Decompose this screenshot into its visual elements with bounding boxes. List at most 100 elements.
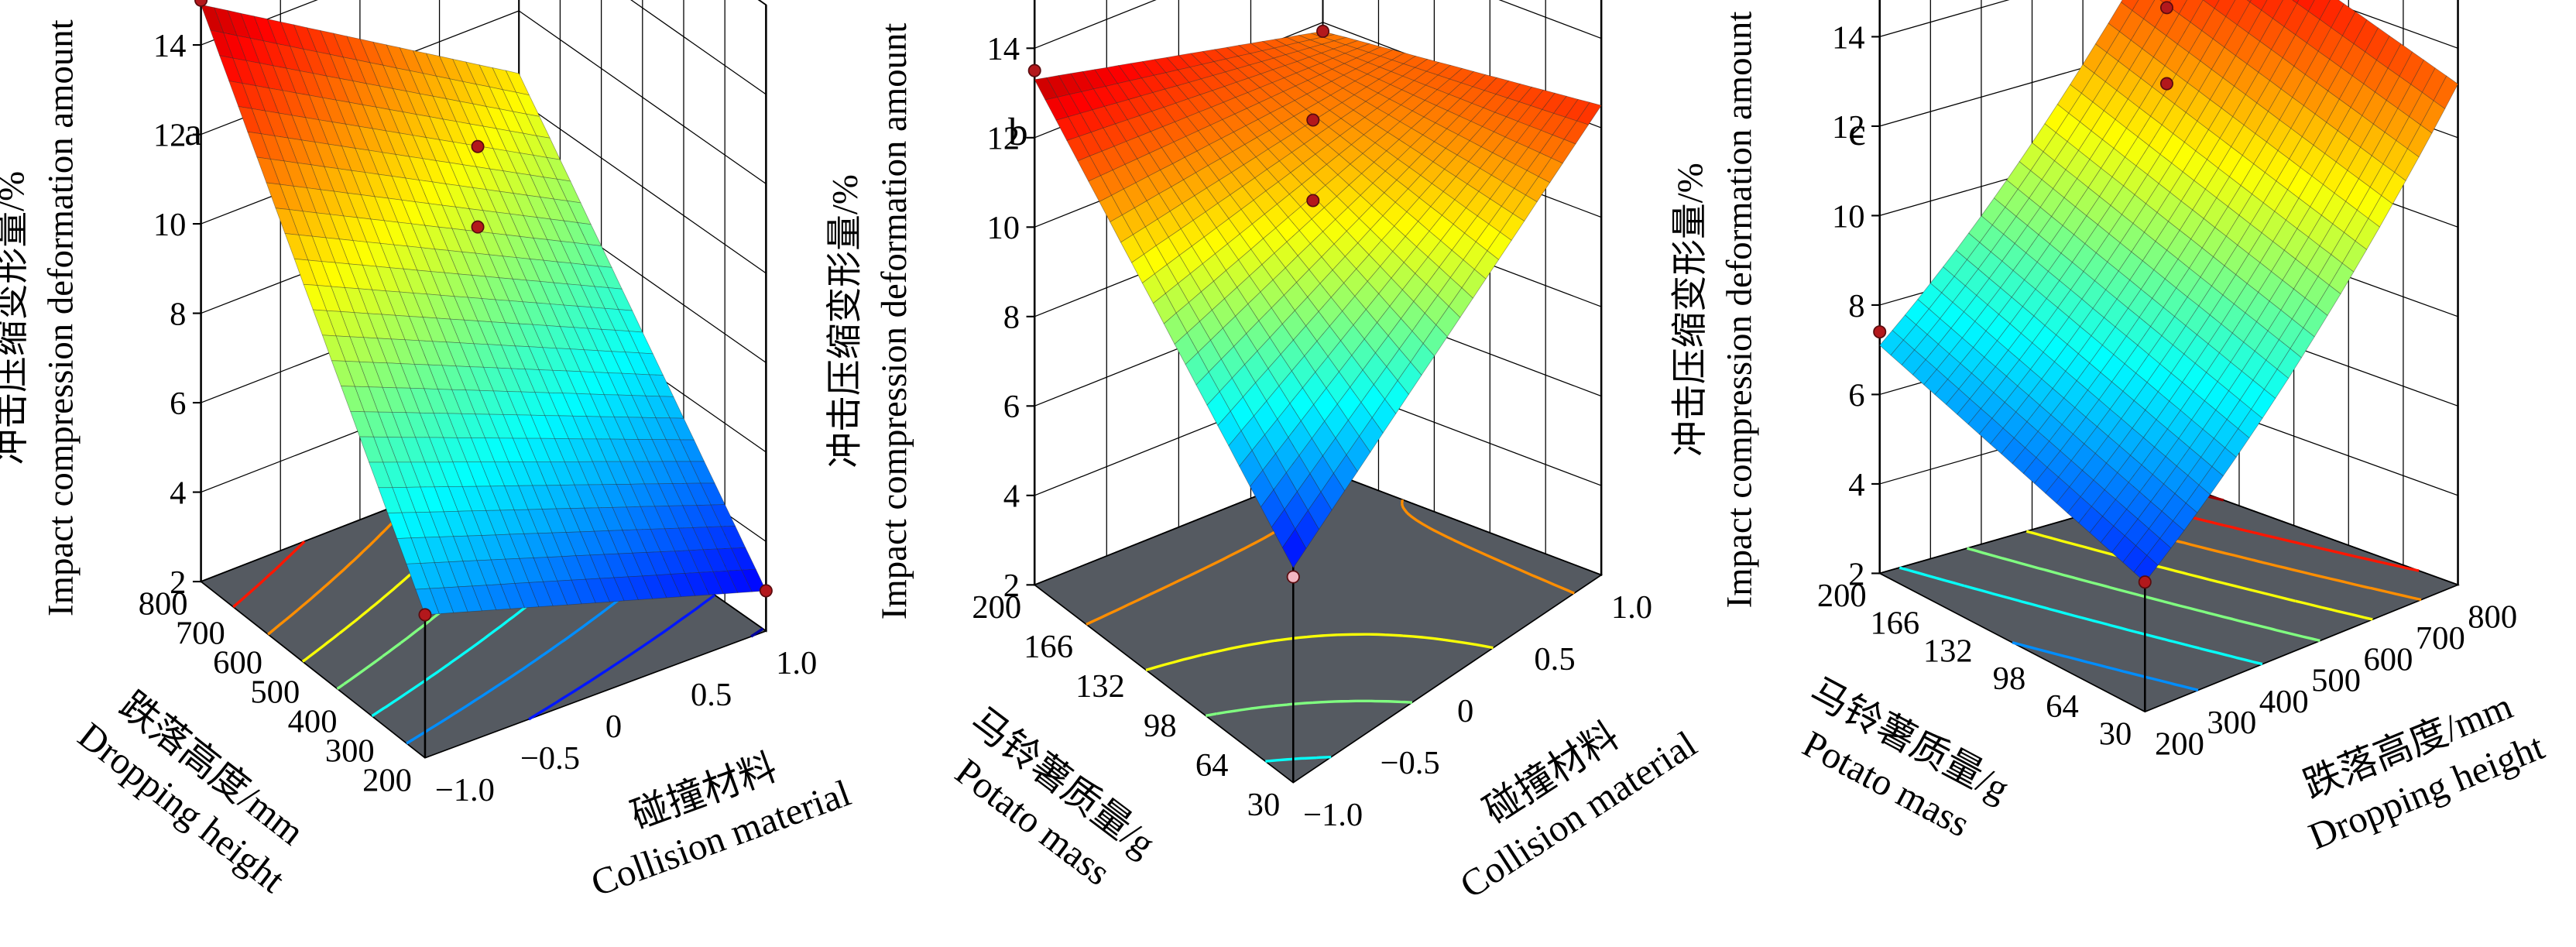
surface-cell (2139, 297, 2164, 328)
surface-cell (2231, 312, 2258, 343)
surface-cell (376, 338, 402, 364)
surface-cell (284, 233, 309, 261)
surface-cell (1177, 273, 1202, 304)
surface-cell (492, 390, 518, 416)
z-tick-label: 4 (170, 475, 186, 511)
surface-cell (1206, 391, 1231, 427)
z-tick-label: 2 (1848, 556, 1864, 592)
surface-cell (1113, 141, 1138, 165)
x-tick-label: 0 (1457, 693, 1473, 729)
surface-cell (1353, 308, 1378, 340)
surface-cell (1553, 95, 1579, 118)
surface-cell (1253, 400, 1278, 436)
surface-cell (2171, 142, 2197, 173)
surface-cell (419, 93, 444, 120)
surface-cell (1329, 102, 1354, 119)
surface-cell (2152, 456, 2177, 485)
surface-cell (249, 37, 274, 67)
surface-cell (1118, 63, 1143, 81)
surface-cell (1224, 287, 1249, 317)
surface-cell (433, 413, 458, 438)
y-tick-label: 800 (139, 586, 188, 623)
surface-cell (1209, 328, 1234, 360)
surface-cell (1377, 305, 1401, 337)
surface-cell (730, 547, 756, 571)
z-tick-label: 14 (1832, 19, 1865, 56)
surface-cell (2218, 146, 2243, 177)
surface-cell (443, 510, 468, 537)
surface-cell (2433, 75, 2459, 109)
z-tick-label: 10 (986, 210, 1020, 246)
surface-cell (1129, 77, 1154, 97)
surface-cell (2179, 209, 2204, 240)
design-point (2159, 1, 2173, 15)
surface-cell (1206, 180, 1231, 204)
surface-cell (589, 393, 615, 417)
surface-cell (2211, 265, 2237, 296)
surface-cell (2340, 43, 2366, 77)
surface-cell (487, 344, 512, 369)
surface-cell (434, 561, 459, 588)
surface-cell (2197, 314, 2222, 345)
surface-cell (1347, 401, 1373, 437)
surface-cell (382, 386, 406, 413)
surface-cell (458, 273, 482, 299)
surface-cell (2130, 437, 2156, 465)
design-point (471, 220, 485, 234)
surface-cell (2121, 194, 2147, 225)
panel-label: b (1008, 110, 1028, 154)
y-tick-label: 600 (213, 645, 262, 681)
z-axis-title-en: Impact compression deformation amount (41, 19, 81, 616)
panel-a: 246810121416−1.0−0.500.51.02003004005006… (0, 0, 856, 904)
contour-line (528, 594, 716, 721)
surface-cell (1186, 321, 1211, 353)
surface-cell (240, 12, 264, 42)
surface-cell (2187, 456, 2213, 486)
surface-cell (1257, 337, 1281, 369)
surface-cell (2332, 201, 2358, 233)
x-tick-label: 700 (2416, 620, 2465, 657)
surface-cell (2069, 469, 2094, 498)
surface-cell (247, 131, 271, 160)
x-tick-label: 1.0 (1611, 589, 1652, 626)
y-tick-label: 200 (972, 589, 1021, 626)
surface-cell (1114, 119, 1139, 142)
x-tick-label: −0.5 (520, 740, 580, 777)
surface-cell (422, 158, 447, 184)
surface-cell (2317, 254, 2343, 286)
surface-cell (478, 231, 503, 257)
surface-cell (2238, 408, 2263, 439)
surface-cell (2137, 115, 2163, 146)
surface-cell (2017, 369, 2043, 396)
surface-cell (2115, 482, 2140, 510)
x-tick-label: −1.0 (1303, 797, 1363, 833)
z-tick-label: 2 (1003, 568, 1020, 604)
surface-cell (2142, 241, 2168, 271)
surface-cell (1055, 116, 1080, 141)
surface-cell (1341, 94, 1367, 111)
surface-cell (702, 548, 728, 572)
surface-cell (2001, 437, 2026, 465)
surface-cell (573, 242, 599, 267)
contour-line (1265, 755, 1332, 763)
design-point (1306, 113, 1320, 127)
surface-cell (1144, 218, 1169, 246)
surface-cell (485, 189, 511, 214)
x-tick-label: 500 (2311, 663, 2361, 699)
surface-cell (1208, 359, 1233, 393)
surface-cell (489, 254, 513, 280)
surface-cell (2182, 150, 2207, 181)
surface-cell (2130, 18, 2156, 50)
surface-cell (2159, 520, 2185, 549)
surface-cell (386, 44, 410, 71)
surface-cell (678, 527, 704, 551)
surface-cell (2174, 475, 2200, 504)
design-point (1027, 63, 1041, 77)
surface-cell (2399, 51, 2424, 85)
surface-cell (466, 461, 491, 487)
response-surface (1034, 31, 1602, 569)
surface-cell (2292, 0, 2300, 4)
surface-cell (2094, 52, 2119, 83)
